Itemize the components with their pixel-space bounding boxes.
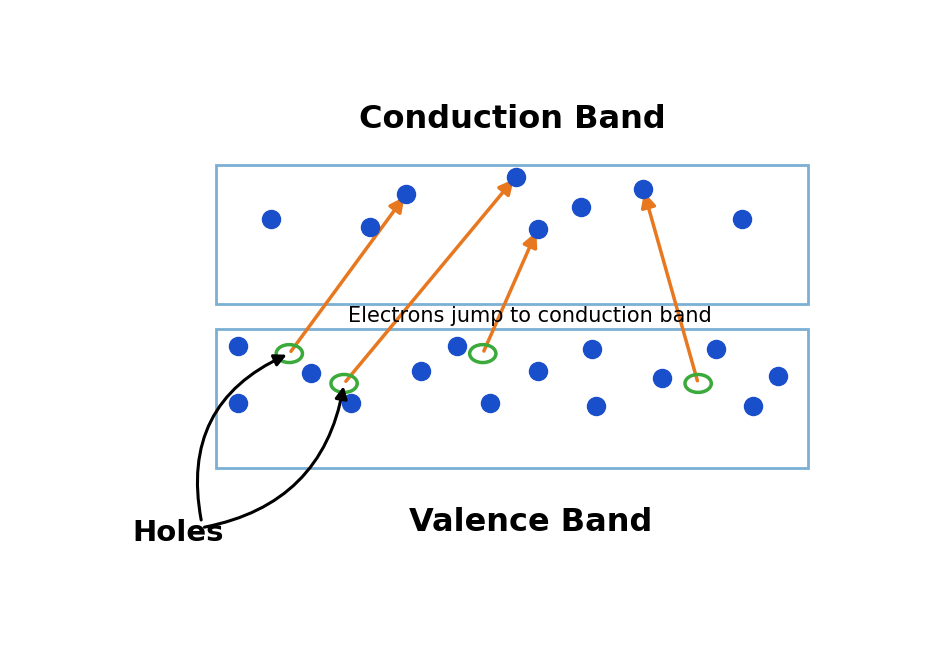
Text: Valence Band: Valence Band — [409, 507, 652, 538]
Bar — [217, 329, 807, 468]
Bar — [217, 165, 807, 304]
Text: Conduction Band: Conduction Band — [359, 104, 665, 135]
Text: Holes: Holes — [132, 519, 224, 547]
Text: Electrons jump to conduction band: Electrons jump to conduction band — [349, 306, 712, 326]
